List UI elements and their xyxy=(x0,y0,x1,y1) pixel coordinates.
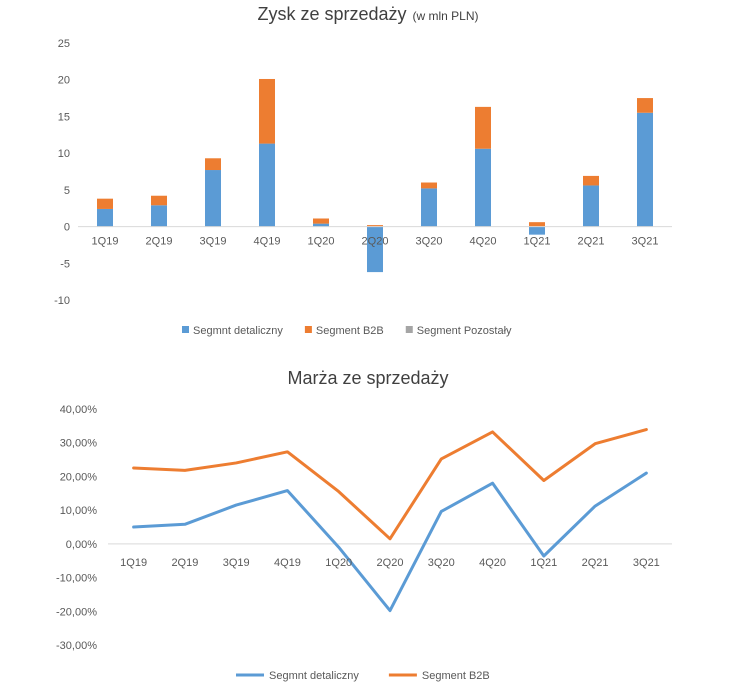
chart1-bars xyxy=(97,78,653,273)
chart2-x-tick-label: 1Q21 xyxy=(530,557,557,569)
chart1-legend-swatch xyxy=(405,326,413,333)
chart1-legend: Segmnt detaliczny Segment B2B Segment Pozo… xyxy=(182,325,512,337)
chart2-x-tick-label: 3Q20 xyxy=(428,557,455,569)
chart2-y-tick-label: 0,00% xyxy=(66,539,97,551)
chart1-title: Zysk ze sprzedaży (w mln PLN) xyxy=(257,4,478,24)
chart1-y-tick-label: 0 xyxy=(64,222,70,234)
chart1-legend-label: Segmnt detaliczny xyxy=(193,325,283,337)
chart1-x-tick-label: 3Q19 xyxy=(200,236,227,248)
bar-1Q21-s0 xyxy=(529,226,545,235)
bar-1Q20-s0 xyxy=(313,223,329,227)
chart1-legend-swatch xyxy=(304,326,312,333)
bar-1Q19-s1 xyxy=(97,198,113,209)
chart2-x-tick-label: 1Q19 xyxy=(120,557,147,569)
bar-1Q21-s1 xyxy=(529,222,545,227)
chart1-x-tick-label: 4Q20 xyxy=(470,236,497,248)
chart1-y-tick-label: 5 xyxy=(64,185,70,197)
margin-line-chart: Marża ze sprzedaży 40,00% 30,00% 20,00% 10,… xyxy=(56,368,672,682)
bar-3Q20-s0 xyxy=(421,188,437,227)
bar-2Q19-s0 xyxy=(151,205,167,227)
chart1-x-tick-label: 3Q21 xyxy=(632,236,659,248)
bar-2Q19-s1 xyxy=(151,195,167,206)
chart2-legend: Segmnt detaliczny Segment B2B xyxy=(236,670,490,682)
chart1-y-tick-label: 15 xyxy=(58,111,70,123)
line-series-0 xyxy=(132,471,648,613)
chart2-x-tick-label: 2Q21 xyxy=(582,557,609,569)
bar-2Q20-s0 xyxy=(367,226,383,273)
chart1-x-tick-label: 1Q21 xyxy=(524,236,551,248)
chart2-y-tick-label: 30,00% xyxy=(60,438,98,450)
chart1-x-tick-label: 2Q21 xyxy=(578,236,605,248)
chart1-y-tick-label: 10 xyxy=(58,148,70,160)
chart2-x-tick-label: 4Q19 xyxy=(274,557,301,569)
chart1-x-tick-label: 1Q20 xyxy=(308,236,335,248)
bar-3Q21-s0 xyxy=(637,112,653,227)
chart1-legend-swatch xyxy=(182,326,189,333)
bar-2Q21-s0 xyxy=(583,185,599,227)
chart2-x-axis: 1Q19 2Q19 3Q19 4Q19 1Q20 2Q20 3Q20 4Q20 1Q21 2Q21… xyxy=(120,557,660,569)
line-series-1 xyxy=(132,428,648,541)
chart2-lines xyxy=(132,428,648,613)
bar-3Q21-s1 xyxy=(637,98,653,113)
chart2-x-tick-label: 3Q21 xyxy=(633,557,660,569)
chart1-y-tick-label: -5 xyxy=(60,258,70,270)
bar-4Q20-s0 xyxy=(475,148,491,227)
chart2-y-axis: 40,00% 30,00% 20,00% 10,00% 0,00% -10,00% -20,… xyxy=(56,404,97,652)
chart1-y-tick-label: -10 xyxy=(54,295,70,307)
chart2-x-tick-label: 1Q20 xyxy=(325,557,352,569)
chart1-x-tick-label: 2Q20 xyxy=(362,236,389,248)
bar-4Q19-s0 xyxy=(259,143,275,227)
chart2-x-tick-label: 2Q19 xyxy=(171,557,198,569)
bar-3Q19-s1 xyxy=(205,158,221,171)
chart1-title-main: Zysk ze sprzedaży xyxy=(257,4,406,24)
chart2-legend-label: Segmnt detaliczny xyxy=(269,670,359,682)
chart2-y-tick-label: 20,00% xyxy=(60,471,98,483)
bar-3Q20-s1 xyxy=(421,182,437,189)
chart2-x-tick-label: 3Q19 xyxy=(223,557,250,569)
chart1-x-axis: 1Q19 2Q19 3Q19 4Q19 1Q20 2Q20 3Q20 4Q20 1Q21 2Q21… xyxy=(92,236,659,248)
chart2-y-tick-label: -20,00% xyxy=(56,606,97,618)
chart2-y-tick-label: 10,00% xyxy=(60,505,98,517)
chart1-legend-label: Segment B2B xyxy=(316,325,384,337)
bar-4Q20-s1 xyxy=(475,106,491,149)
chart2-y-tick-label: -30,00% xyxy=(56,640,97,652)
chart1-x-tick-label: 3Q20 xyxy=(416,236,443,248)
chart1-y-tick-label: 25 xyxy=(58,38,70,50)
chart1-x-tick-label: 1Q19 xyxy=(92,236,119,248)
bar-2Q21-s1 xyxy=(583,175,599,186)
chart1-y-axis: 25 20 15 10 5 0 -5 -10 xyxy=(54,38,70,307)
chart1-x-tick-label: 2Q19 xyxy=(146,236,173,248)
chart1-legend-label: Segment Pozostały xyxy=(417,325,512,337)
bar-3Q19-s0 xyxy=(205,170,221,227)
bar-1Q20-s1 xyxy=(313,218,329,224)
chart2-legend-label: Segment B2B xyxy=(422,670,490,682)
chart1-x-tick-label: 4Q19 xyxy=(254,236,281,248)
chart2-x-tick-label: 4Q20 xyxy=(479,557,506,569)
chart2-x-tick-label: 2Q20 xyxy=(377,557,404,569)
chart2-y-tick-label: 40,00% xyxy=(60,404,98,416)
bar-4Q19-s1 xyxy=(259,78,275,144)
bar-2Q20-s1 xyxy=(367,225,383,227)
profit-bar-chart: Zysk ze sprzedaży (w mln PLN) 25 20 15 10 5 0 -… xyxy=(54,4,672,337)
chart1-y-tick-label: 20 xyxy=(58,75,70,87)
chart1-subtitle: (w mln PLN) xyxy=(413,9,479,23)
chart2-title: Marża ze sprzedaży xyxy=(287,368,448,388)
chart2-y-tick-label: -10,00% xyxy=(56,573,97,585)
bar-1Q19-s0 xyxy=(97,208,113,227)
